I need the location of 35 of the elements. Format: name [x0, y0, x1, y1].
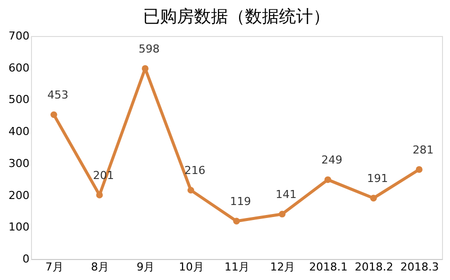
x-tick-label: 12月 — [270, 260, 296, 274]
data-label: 281 — [412, 143, 434, 156]
y-tick-label: 200 — [8, 188, 30, 202]
point — [416, 166, 423, 173]
y-tick-label: 600 — [8, 61, 30, 74]
y-tick-label: 0 — [22, 252, 30, 266]
point — [278, 210, 286, 218]
x-tick-label: 11月 — [224, 260, 250, 274]
x-tick-label: 2018.3 — [400, 260, 439, 274]
point — [187, 186, 194, 194]
data-label: 453 — [47, 88, 68, 102]
x-tick-label: 2018.1 — [309, 260, 348, 274]
point — [96, 192, 103, 198]
point — [233, 218, 240, 224]
y-tick-label: 500 — [8, 93, 30, 106]
x-tick-label: 8月 — [91, 260, 109, 274]
chart-title: 已购房数据（数据统计） — [143, 7, 330, 27]
x-tick-label: 10月 — [178, 260, 204, 274]
data-label: 191 — [367, 172, 388, 186]
data-label: 598 — [138, 42, 160, 56]
y-tick-label: 300 — [8, 156, 30, 170]
y-tick-label: 400 — [8, 125, 30, 138]
point — [370, 194, 377, 202]
y-tick-label: 100 — [8, 220, 30, 234]
x-tick-label: 7月 — [45, 260, 64, 274]
data-label: 216 — [184, 164, 206, 178]
data-label: 119 — [230, 195, 251, 208]
x-tick-label: 2018.2 — [354, 260, 394, 274]
point — [142, 65, 149, 72]
data-label: 141 — [276, 188, 297, 202]
point — [50, 111, 58, 118]
data-label: 249 — [321, 154, 342, 167]
y-tick-label: 700 — [8, 30, 30, 42]
point — [324, 176, 332, 184]
x-tick-label: 9月 — [136, 260, 155, 274]
